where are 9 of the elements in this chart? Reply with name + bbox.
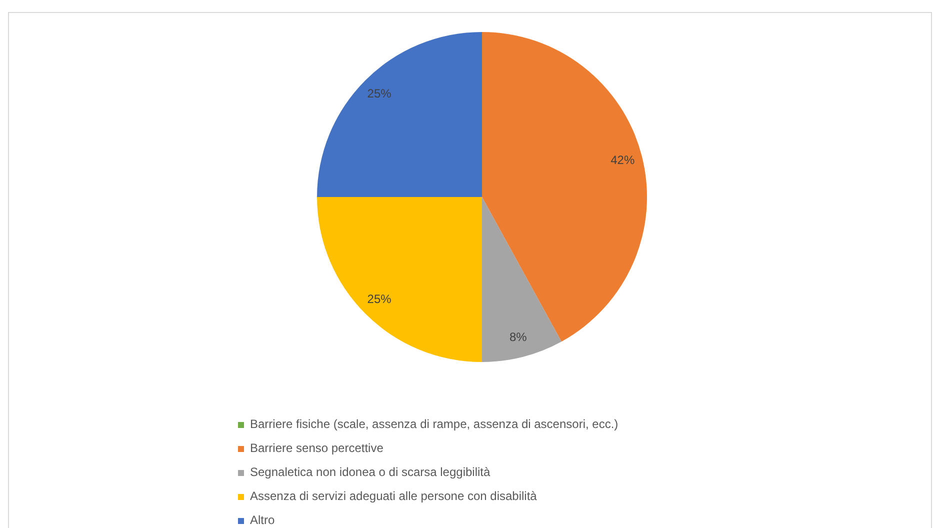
legend-label: Segnaletica non idonea o di scarsa leggibilità <box>249 464 492 481</box>
data-label: 8% <box>509 330 528 344</box>
data-label: 25% <box>367 292 392 306</box>
legend-label: Barriere senso percettive <box>249 440 384 457</box>
legend-label: Barriere fisiche (scale, assenza di rampe, assenza di ascensori, ecc.) <box>249 416 618 433</box>
legend-label: Assenza di servizi adeguati alle persone con disabilità <box>249 488 538 505</box>
data-label: 42% <box>610 153 635 168</box>
data-label: 25% <box>367 86 392 101</box>
legend-label: Altro <box>249 512 276 528</box>
